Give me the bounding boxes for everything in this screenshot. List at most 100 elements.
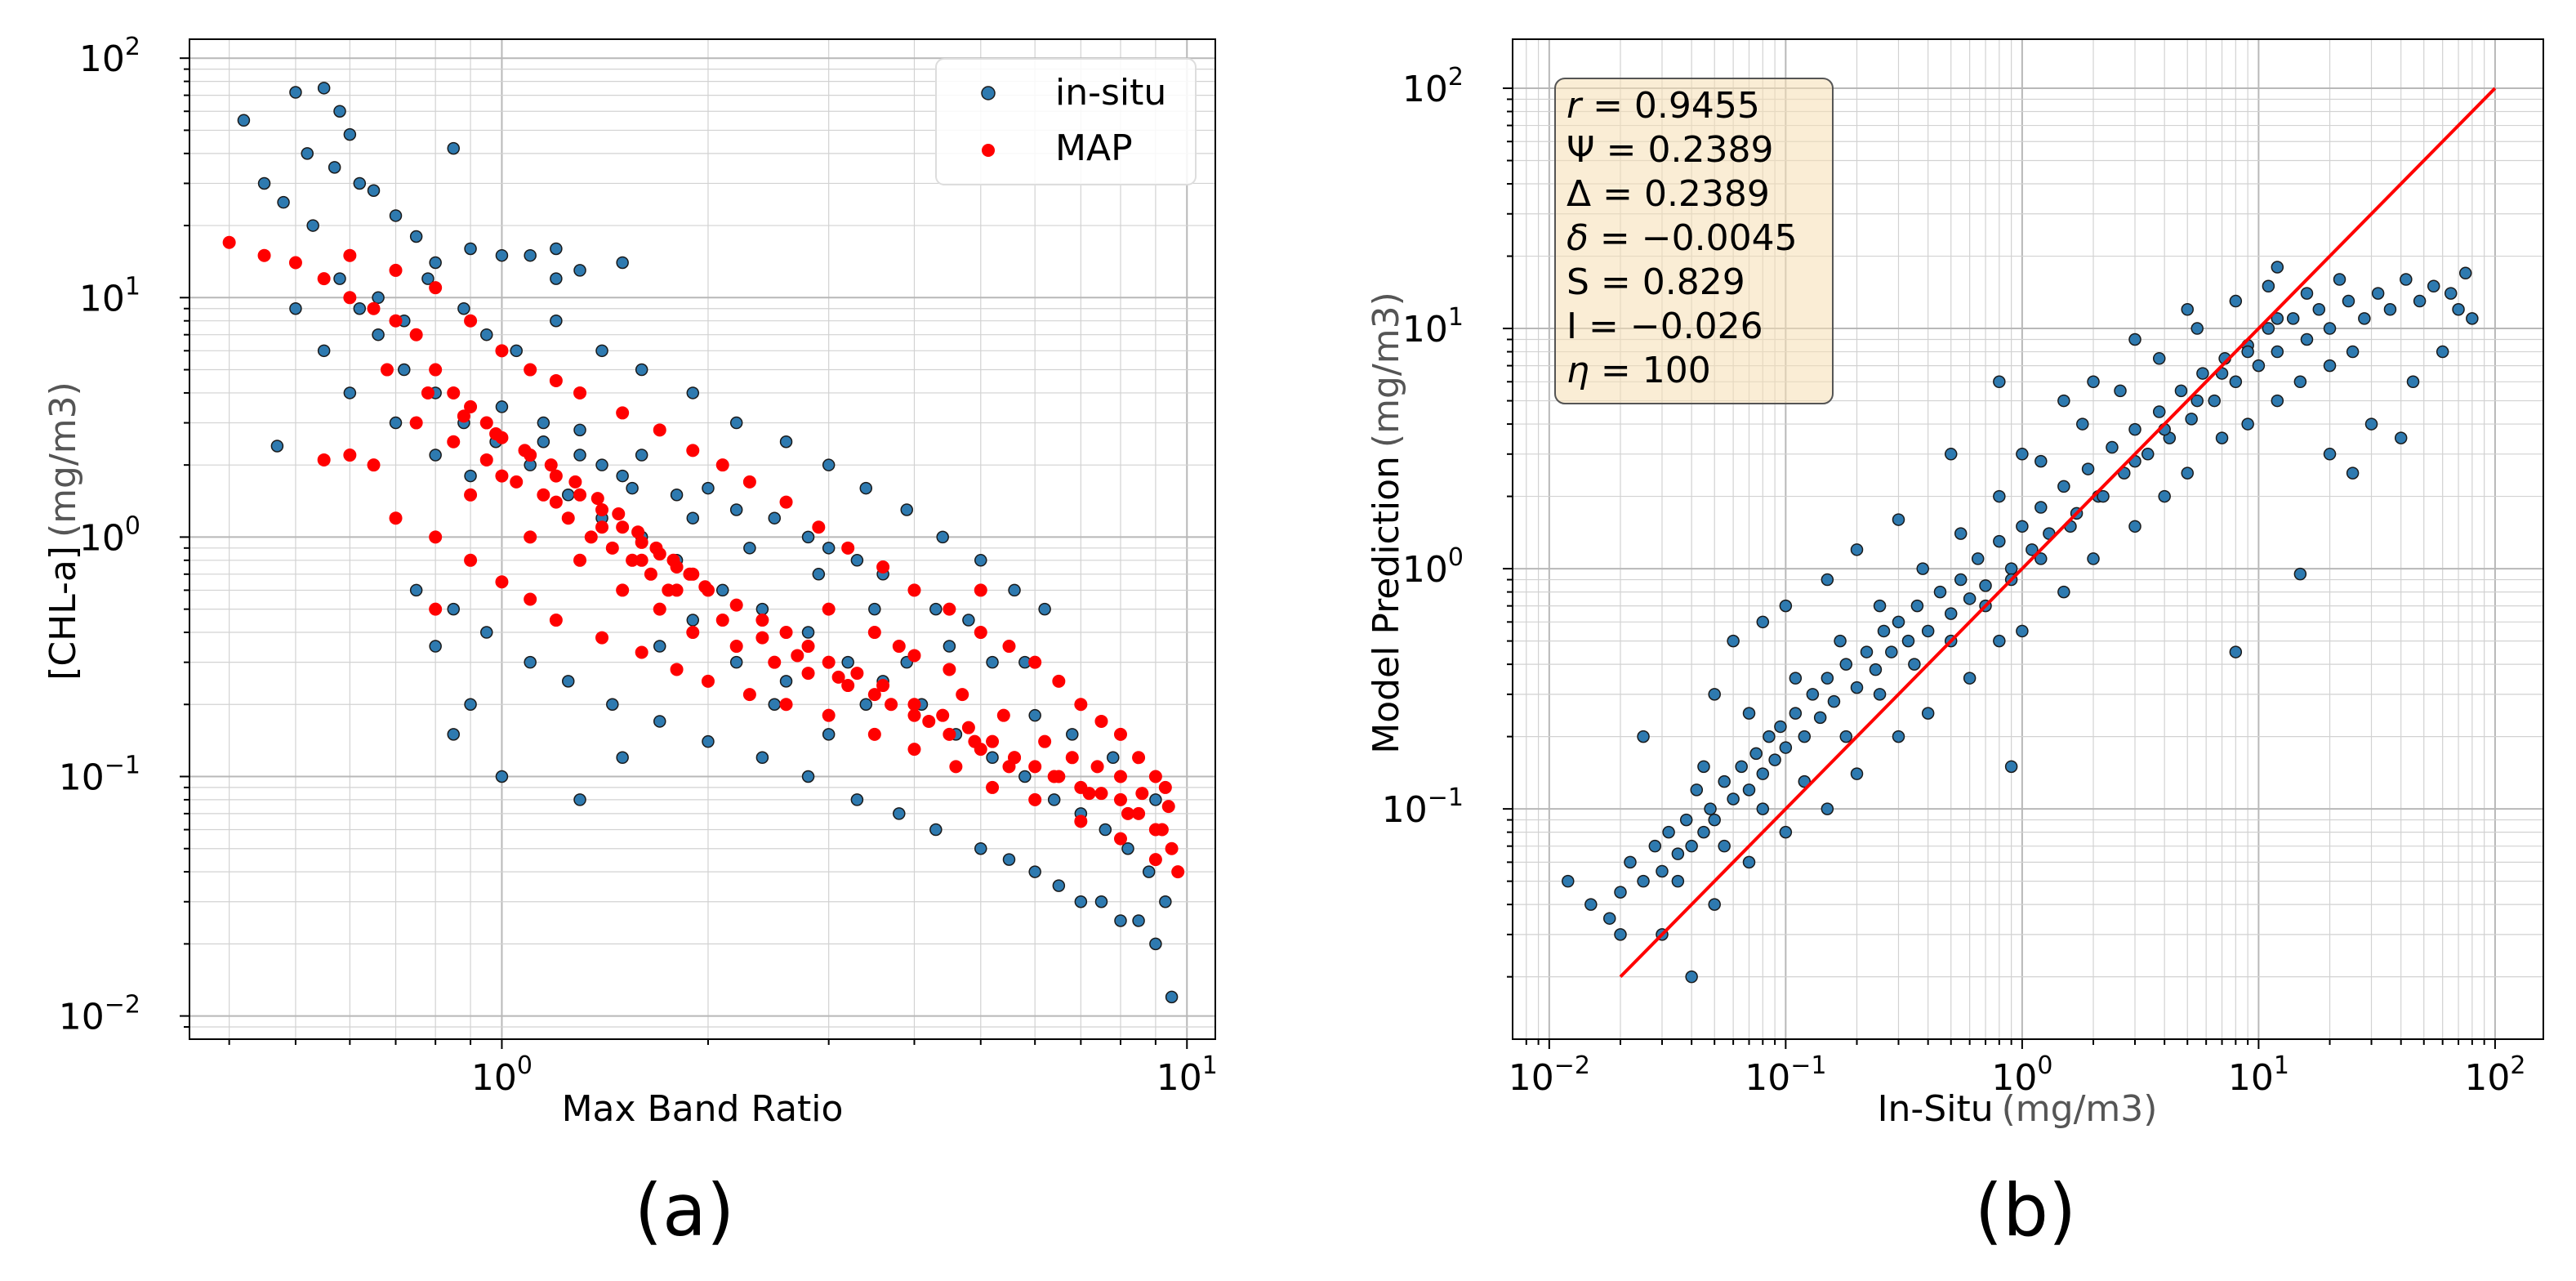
in-situ-point xyxy=(2383,303,2397,316)
map-point xyxy=(479,416,493,430)
in-situ-point xyxy=(1107,751,1120,765)
in-situ-point xyxy=(2400,273,2413,286)
in-situ-point xyxy=(653,715,666,728)
stats-value: = 0.2389 xyxy=(1595,129,1774,171)
map-point xyxy=(1094,714,1108,728)
map-point xyxy=(1002,640,1016,654)
map-point xyxy=(595,503,609,517)
in-situ-point xyxy=(868,602,881,616)
in-situ-point xyxy=(1954,573,1968,587)
in-situ-point xyxy=(801,530,815,544)
in-situ-point xyxy=(1892,615,1905,629)
map-point xyxy=(457,409,470,423)
map-point xyxy=(943,663,956,676)
y-tick-base: 10 xyxy=(79,38,125,80)
map-point xyxy=(1121,806,1134,820)
map-point xyxy=(867,688,881,702)
y-axis-label-text: Model Prediction xyxy=(1366,456,1407,754)
y-tick-base: 10 xyxy=(79,278,125,319)
map-point xyxy=(464,488,478,502)
in-situ-point xyxy=(1008,583,1021,597)
in-situ-point xyxy=(1132,914,1145,927)
in-situ-point xyxy=(616,751,629,765)
in-situ-point xyxy=(1149,793,1162,806)
in-situ-point xyxy=(353,301,367,315)
in-situ-point xyxy=(1028,865,1041,878)
in-situ-point xyxy=(2323,322,2337,335)
map-point xyxy=(568,475,582,489)
in-situ-point xyxy=(367,184,381,197)
in-situ-point xyxy=(1671,847,1685,860)
map-point xyxy=(573,386,587,399)
in-situ-point xyxy=(317,82,331,95)
in-situ-point xyxy=(464,698,477,712)
in-situ-point xyxy=(2262,279,2275,293)
in-situ-point xyxy=(1971,552,1985,565)
in-situ-point xyxy=(929,823,943,837)
in-situ-point xyxy=(429,449,442,462)
plot-frame xyxy=(189,38,1216,1040)
map-point xyxy=(464,553,478,567)
in-situ-point xyxy=(893,807,906,820)
in-situ-point xyxy=(1944,448,1958,461)
legend-marker-in-situ xyxy=(981,86,996,100)
in-situ-point xyxy=(2271,261,2284,274)
in-situ-point xyxy=(495,400,509,413)
map-point xyxy=(644,567,657,581)
map-point xyxy=(801,667,815,681)
x-tick-exp: −2 xyxy=(1554,1051,1590,1080)
in-situ-point xyxy=(464,242,477,256)
map-point xyxy=(464,314,478,328)
stats-value: = −0.026 xyxy=(1577,306,1763,347)
map-point xyxy=(974,743,987,757)
in-situ-point xyxy=(616,469,629,483)
in-situ-point xyxy=(1624,855,1637,869)
in-situ-point xyxy=(2035,552,2048,565)
in-situ-point xyxy=(409,230,423,243)
in-situ-point xyxy=(2128,520,2141,533)
map-point xyxy=(479,453,493,466)
map-point xyxy=(1113,832,1127,846)
x-tick-exp: 1 xyxy=(2274,1051,2289,1080)
in-situ-point xyxy=(1690,783,1704,797)
in-situ-point xyxy=(409,583,423,597)
map-point xyxy=(779,495,793,509)
map-point xyxy=(907,649,921,663)
map-point xyxy=(343,449,357,462)
map-point xyxy=(686,444,700,458)
in-situ-point xyxy=(1873,688,1887,701)
in-situ-point xyxy=(573,423,586,437)
x-tick-exp: 0 xyxy=(2037,1051,2052,1080)
x-tick-label: 10−2 xyxy=(1509,1051,1590,1099)
y-axis-label-unit: (mg/m3) xyxy=(1366,292,1407,448)
in-situ-point xyxy=(943,640,956,653)
map-point xyxy=(779,698,793,712)
map-point xyxy=(742,688,756,702)
in-situ-point xyxy=(237,114,251,127)
in-situ-point xyxy=(1789,672,1803,685)
in-situ-point xyxy=(1749,747,1763,761)
in-situ-point xyxy=(974,554,987,567)
in-situ-point xyxy=(1774,720,1787,734)
plot-frame xyxy=(1512,38,2544,1040)
map-point xyxy=(701,674,715,688)
in-situ-point xyxy=(1798,774,1812,788)
in-situ-point xyxy=(2016,624,2029,638)
stats-line: η = 100 xyxy=(1567,350,1711,391)
in-situ-point xyxy=(2333,273,2346,286)
in-situ-point xyxy=(1821,672,1834,685)
in-situ-point xyxy=(2323,448,2337,461)
map-point xyxy=(850,667,864,681)
map-point xyxy=(616,406,630,420)
in-situ-point xyxy=(1121,841,1134,855)
in-situ-point xyxy=(850,793,864,806)
in-situ-point xyxy=(2181,303,2194,316)
map-point xyxy=(288,256,302,270)
map-point xyxy=(631,525,645,539)
map-point xyxy=(447,435,461,449)
x-tick-base: 10 xyxy=(471,1057,517,1099)
y-tick-label: 10−2 xyxy=(59,991,140,1038)
in-situ-point xyxy=(929,602,943,616)
in-situ-point xyxy=(1993,634,2006,648)
